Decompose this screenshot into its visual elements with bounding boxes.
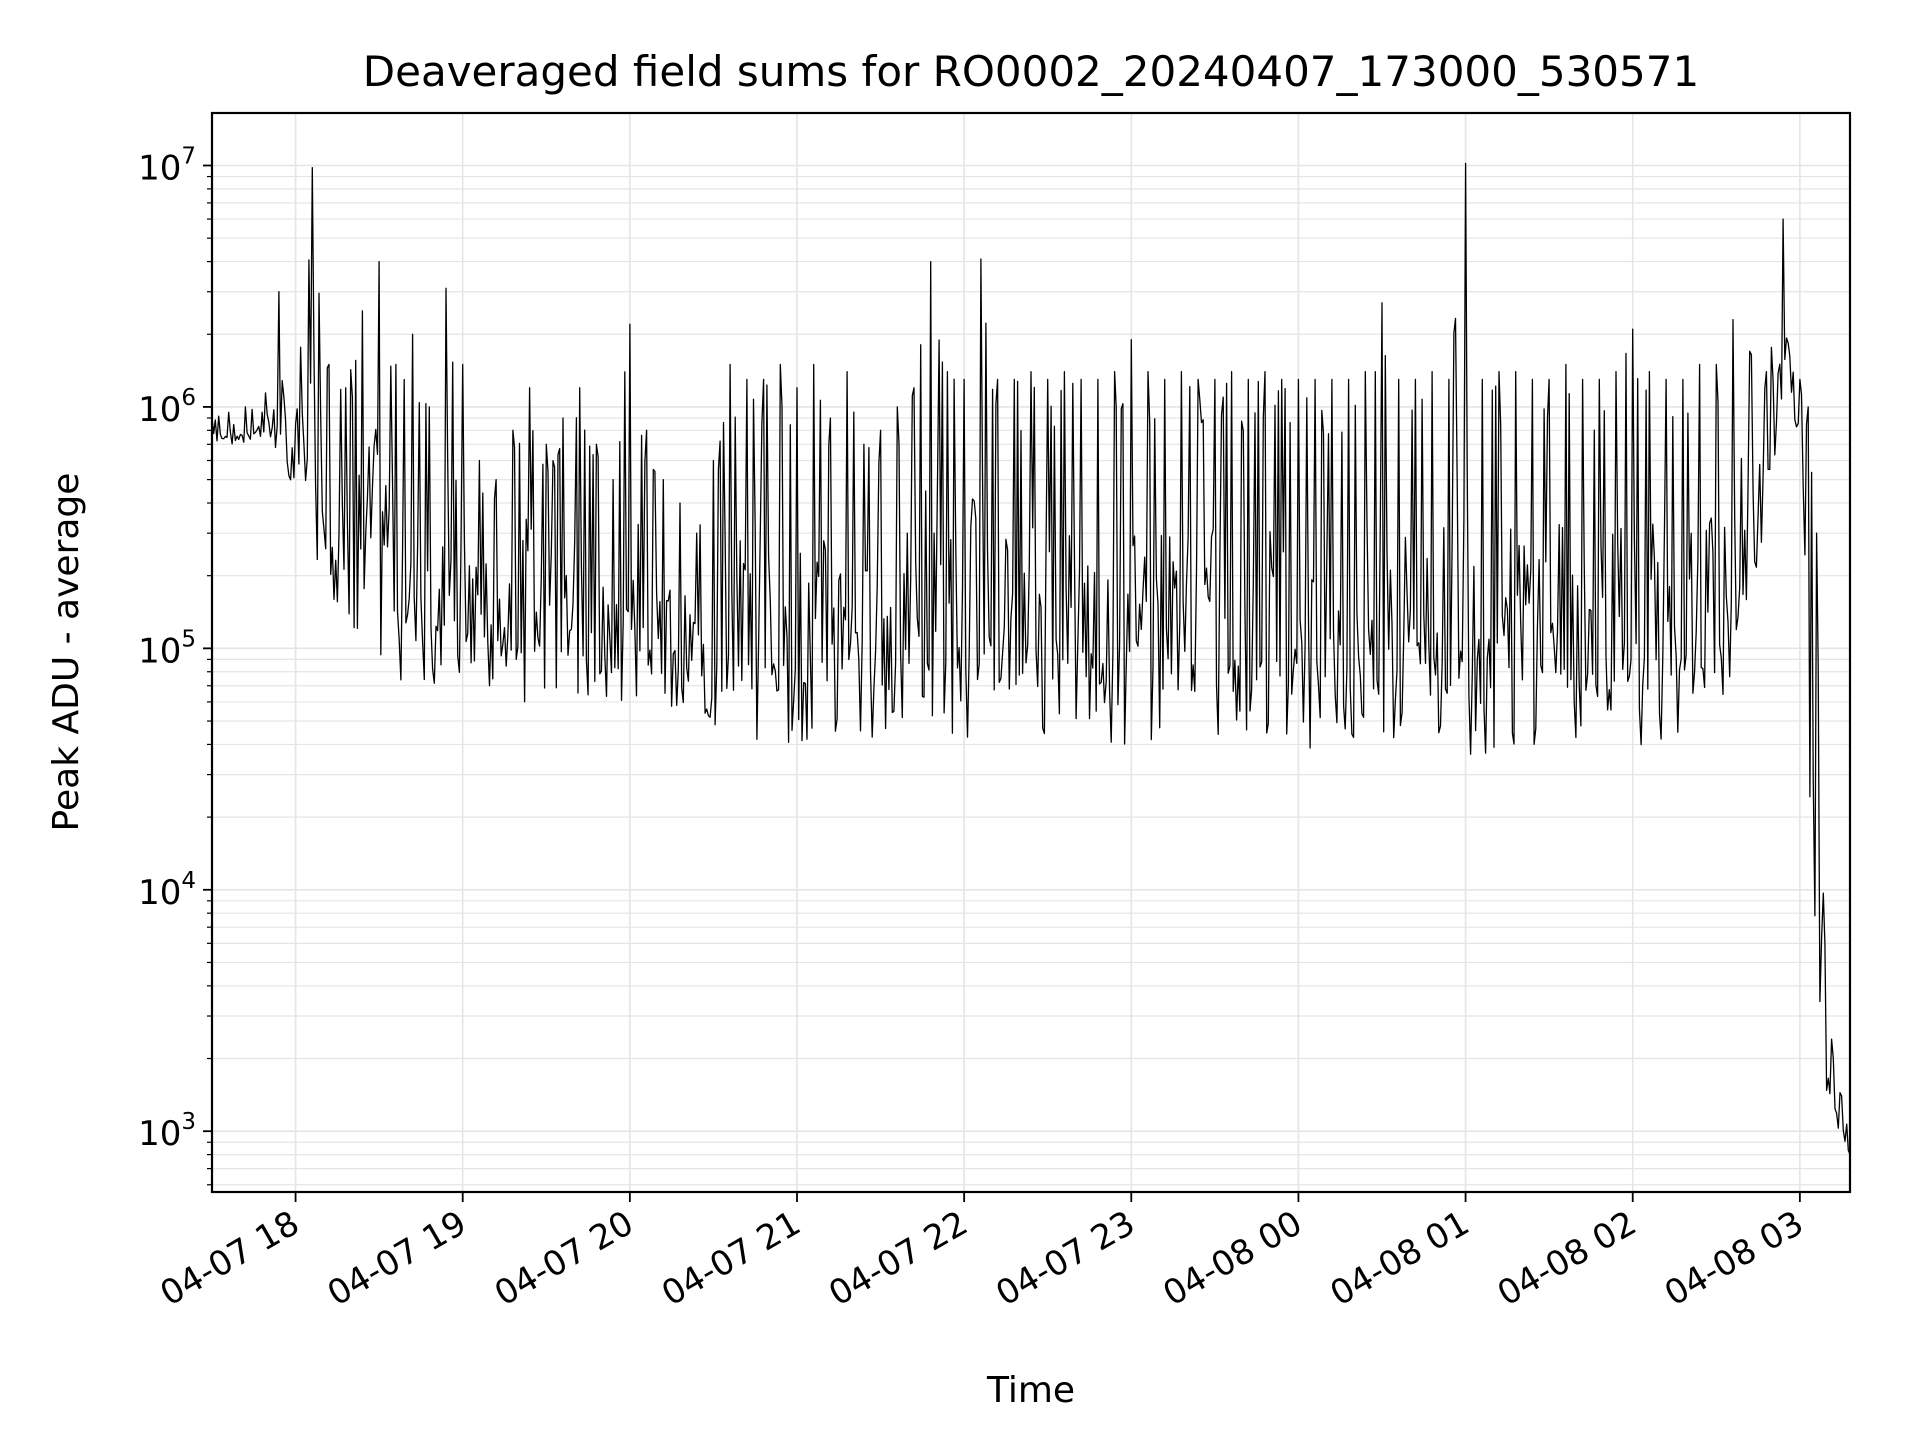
y-tick-label: 106 <box>138 385 196 430</box>
series-line <box>211 162 1851 1155</box>
y-tick-base: 10 <box>138 149 181 189</box>
y-axis-label: Peak ADU - average <box>46 473 87 832</box>
chart-title: Deaveraged field sums for RO0002_2024040… <box>363 47 1699 96</box>
y-tick-exponent: 7 <box>181 144 196 170</box>
plot-frame <box>210 111 1852 1194</box>
y-tick-label: 104 <box>138 868 196 913</box>
y-tick-base: 10 <box>138 390 181 430</box>
y-tick-label: 105 <box>138 626 196 671</box>
y-tick-label: 107 <box>138 144 196 189</box>
x-axis-label: Time <box>986 1370 1075 1411</box>
y-tick-base: 10 <box>138 873 181 913</box>
y-tick-label: 103 <box>138 1109 196 1154</box>
y-tick-exponent: 3 <box>181 1109 196 1135</box>
y-tick-base: 10 <box>138 631 181 671</box>
y-tick-base: 10 <box>138 1114 181 1154</box>
y-tick-exponent: 4 <box>181 868 196 894</box>
y-tick-exponent: 5 <box>181 626 196 652</box>
y-tick-exponent: 6 <box>181 385 196 411</box>
